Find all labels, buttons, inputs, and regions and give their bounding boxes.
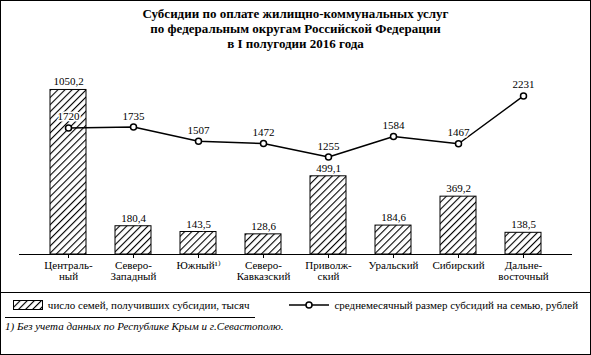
svg-text:128,6: 128,6 bbox=[251, 220, 276, 232]
svg-text:Южный¹⁾: Южный¹⁾ bbox=[176, 259, 221, 271]
svg-text:1720: 1720 bbox=[58, 110, 81, 122]
svg-text:Северо-Западный: Северо-Западный bbox=[111, 259, 157, 282]
svg-text:138,5: 138,5 bbox=[511, 218, 536, 230]
html-text:1) Без учета данных по Республ: 1) Без учета данных по Республике Крым и… bbox=[5, 320, 284, 332]
svg-text:Приволж-ский: Приволж-ский bbox=[305, 259, 352, 282]
svg-text:2231: 2231 bbox=[513, 78, 535, 90]
svg-text:1050,2: 1050,2 bbox=[53, 75, 83, 87]
html-text:число семей, получивших субсид: число семей, получивших субсидии, тысяч bbox=[47, 298, 250, 311]
svg-text:Уральский: Уральский bbox=[369, 259, 419, 271]
svg-text:Сибирский: Сибирский bbox=[432, 259, 484, 271]
svg-text:Дальне-восточный: Дальне-восточный bbox=[498, 259, 548, 282]
svg-text:Северо-Кавказский: Северо-Кавказский bbox=[237, 259, 291, 282]
svg-text:1735: 1735 bbox=[123, 109, 146, 121]
html-text:Субсидии по оплате жилищно-ком: Субсидии по оплате жилищно-коммунальных … bbox=[142, 6, 449, 51]
svg-text:184,6: 184,6 bbox=[381, 211, 406, 223]
svg-text:1255: 1255 bbox=[318, 140, 341, 152]
svg-text:143,5: 143,5 bbox=[186, 218, 211, 230]
svg-text:1472: 1472 bbox=[253, 126, 275, 138]
svg-text:1584: 1584 bbox=[383, 119, 406, 131]
svg-text:499,1: 499,1 bbox=[316, 162, 341, 174]
html-text:среднемесячный размер субсидий: среднемесячный размер субсидий на семью,… bbox=[334, 298, 579, 311]
svg-text:1467: 1467 bbox=[448, 126, 471, 138]
svg-text:1507: 1507 bbox=[188, 124, 211, 136]
svg-text:180,4: 180,4 bbox=[121, 212, 146, 224]
svg-text:369,2: 369,2 bbox=[446, 182, 471, 194]
svg-text:Централь-ный: Централь-ный bbox=[44, 259, 93, 282]
